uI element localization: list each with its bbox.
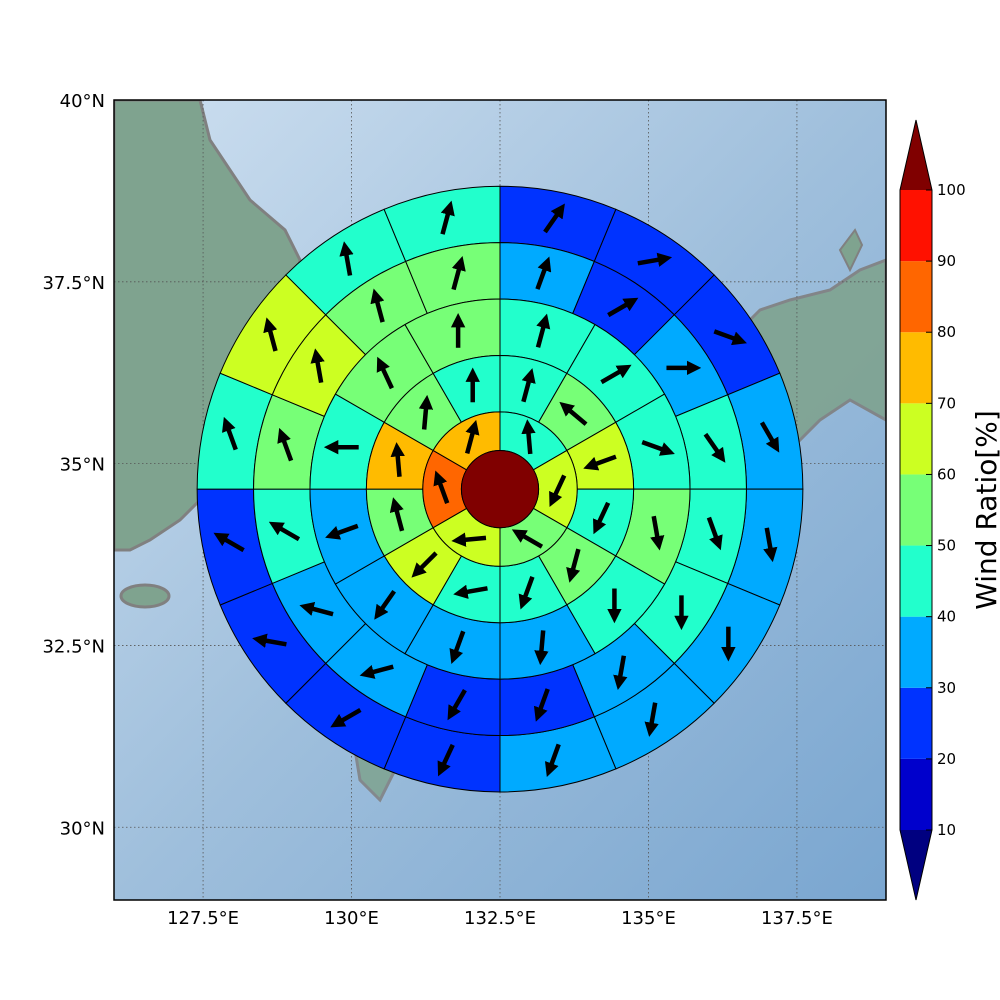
northern-island [838,228,864,273]
wind-arrow [390,442,405,477]
wind-arrow [521,419,536,455]
wind-arrow [339,241,354,276]
wind-arrows [213,200,780,778]
colorbar-segment [900,758,932,830]
wind-arrow [544,743,561,778]
colorbar-tick-label: 100 [937,181,966,199]
jeju-island [119,583,171,609]
wind-arrow [433,470,450,504]
wind-arrow [759,421,780,453]
wind-arrow [566,548,581,583]
wind-arrow [518,576,535,610]
colorbar-segment [900,190,932,262]
wind-arrow [451,255,466,291]
lon-tick-label: 132.5°E [464,908,536,929]
colorbar-under-extension [900,830,932,900]
colorbar-tick-label: 10 [937,821,956,839]
lon-tick-label: 135°E [621,908,676,929]
wind-arrow [263,317,278,352]
wind-arrow [521,368,536,403]
lon-tick-label: 127.5°E [167,908,239,929]
wind-arrow [453,584,488,599]
wind-arrow [374,589,397,620]
wind-arrow [533,688,550,722]
colorbar-label: Wind Ratio[%] [970,410,1000,610]
lon-tick-label: 137.5°E [761,908,833,929]
wind-arrow [222,416,238,451]
longitude-ticks: 127.5°E 130°E 132.5°E 135°E 137.5°E [167,908,833,929]
wind-arrow [607,297,639,318]
wind-arrow [535,313,551,348]
wind-arrow [600,364,632,385]
wind-arrow [543,203,565,234]
wind-arrow [451,532,487,547]
colorbar-over-extension [900,120,932,190]
colorbar-tick-label: 40 [937,608,956,626]
wind-arrow [641,439,675,456]
lat-tick-label: 32.5°N [42,636,105,657]
colorbar-segment [900,687,932,759]
colorbar-tick-label: 80 [937,323,956,341]
colorbar-segment [900,403,932,475]
lon-tick-label: 130°E [324,908,379,929]
lat-tick-label: 35°N [60,455,105,476]
wind-arrow [593,501,611,535]
colorbar-tick-label: 70 [937,394,956,412]
wind-rose [196,185,804,793]
wind-arrow [268,521,301,542]
wind-arrow [559,401,588,426]
wind-arrow [637,252,673,267]
wind-arrow [376,356,394,390]
colorbar-segment [900,261,932,333]
wind-arrow [330,708,362,728]
wind-arrow [252,633,287,648]
colorbar-segment [900,474,932,546]
lat-tick-label: 30°N [60,818,105,839]
lat-tick-label: 40°N [60,91,105,112]
latitude-ticks: 30°N 32.5°N 35°N 37.5°N 40°N [42,91,105,839]
wind-arrow [411,551,438,578]
wind-arrow [437,743,455,777]
wind-arrow [418,394,434,430]
wind-arrow [277,427,294,462]
wind-arrow [299,601,334,617]
wind-arrow [213,532,245,553]
wind-arrow [535,256,552,290]
colorbar-segment [900,545,932,617]
wind-arrow [511,529,544,549]
colorbar-segment [900,332,932,404]
wind-arrow [644,702,659,737]
colorbar: 10 20 30 40 50 60 70 80 90 100 [899,119,966,901]
wind-arrow [703,432,726,463]
colorbar-tick-label: 20 [937,750,956,768]
wind-arrow [325,523,359,540]
wind-arrow [464,419,480,455]
wind-arrow [534,630,549,666]
rose-center [460,449,540,529]
wind-arrow [447,689,467,721]
wind-arrow [370,288,385,323]
wind-arrow [310,348,325,384]
wind-arrow [549,474,567,508]
colorbar-tick-label: 60 [937,465,956,483]
wind-arrow [359,664,394,679]
wind-arrow [650,515,665,551]
colorbar-tick-label: 30 [937,679,956,697]
wind-arrow [449,630,466,664]
wind-arrow [713,329,747,346]
map-frame [113,99,887,901]
wind-arrow [389,497,405,532]
colorbar-tick-label: 90 [937,252,956,270]
wind-arrow [440,200,455,235]
wind-arrow [613,655,628,691]
wind-arrow [583,454,617,471]
wind-arrow [763,527,778,563]
lat-tick-label: 37.5°N [42,273,105,294]
colorbar-tick-label: 50 [937,537,956,555]
colorbar-segment [900,616,932,688]
wind-arrow [706,516,723,551]
